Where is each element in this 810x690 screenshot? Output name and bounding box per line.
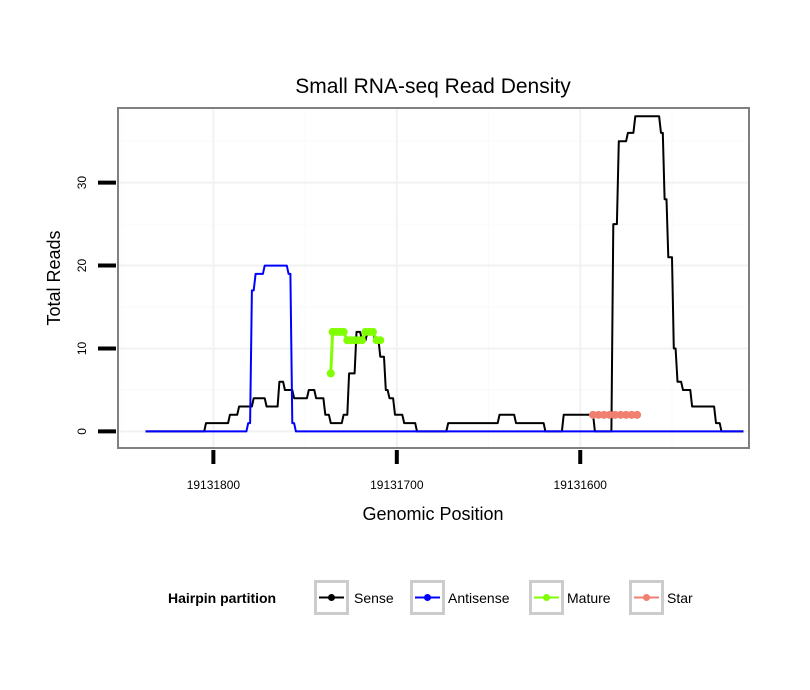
panel-border	[117, 107, 750, 449]
legend-dot-star	[643, 594, 650, 601]
x-tick-label: 19131700	[370, 478, 424, 492]
plot-panel	[118, 108, 749, 448]
data-point-star	[605, 410, 614, 419]
data-point-star	[633, 410, 642, 419]
axes: 19131800 19131700 19131600 0 10 20 30	[75, 176, 607, 492]
legend-label-sense: Sense	[354, 590, 394, 606]
data-point-mature	[368, 327, 377, 336]
series-line-antisense	[145, 264, 744, 433]
data-point-mature	[357, 336, 366, 345]
data-point-star	[611, 410, 620, 419]
y-tick-label: 0	[75, 428, 89, 435]
data-point-star	[589, 410, 598, 419]
data-point-mature	[339, 327, 348, 336]
grid-lines	[118, 108, 749, 448]
data-point-star	[600, 410, 609, 419]
legend-label-antisense: Antisense	[448, 590, 510, 606]
y-tick-label: 30	[75, 176, 89, 190]
data-point-mature	[326, 369, 335, 378]
legend-dot-sense	[328, 594, 335, 601]
series-layer	[145, 115, 744, 433]
legend-dot-mature	[543, 594, 550, 601]
legend: Hairpin partition Sense Antisense Mature St…	[168, 580, 693, 615]
y-axis-title: Total Reads	[44, 230, 64, 325]
data-point-star	[594, 410, 603, 419]
legend-label-mature: Mature	[567, 590, 611, 606]
data-point-star	[627, 410, 636, 419]
chart-title: Small RNA-seq Read Density	[295, 75, 571, 98]
x-axis-title: Genomic Position	[362, 504, 503, 524]
data-point-mature	[376, 336, 385, 345]
legend-label-star: Star	[667, 590, 693, 606]
legend-title: Hairpin partition	[168, 590, 276, 606]
legend-dot-antisense	[424, 594, 431, 601]
y-tick-label: 20	[75, 259, 89, 273]
x-tick-label: 19131600	[554, 478, 608, 492]
data-point-star	[616, 410, 625, 419]
series-line-sense	[145, 115, 744, 433]
y-tick-label: 10	[75, 341, 89, 355]
data-point-star	[622, 410, 631, 419]
x-tick-label: 19131800	[187, 478, 241, 492]
